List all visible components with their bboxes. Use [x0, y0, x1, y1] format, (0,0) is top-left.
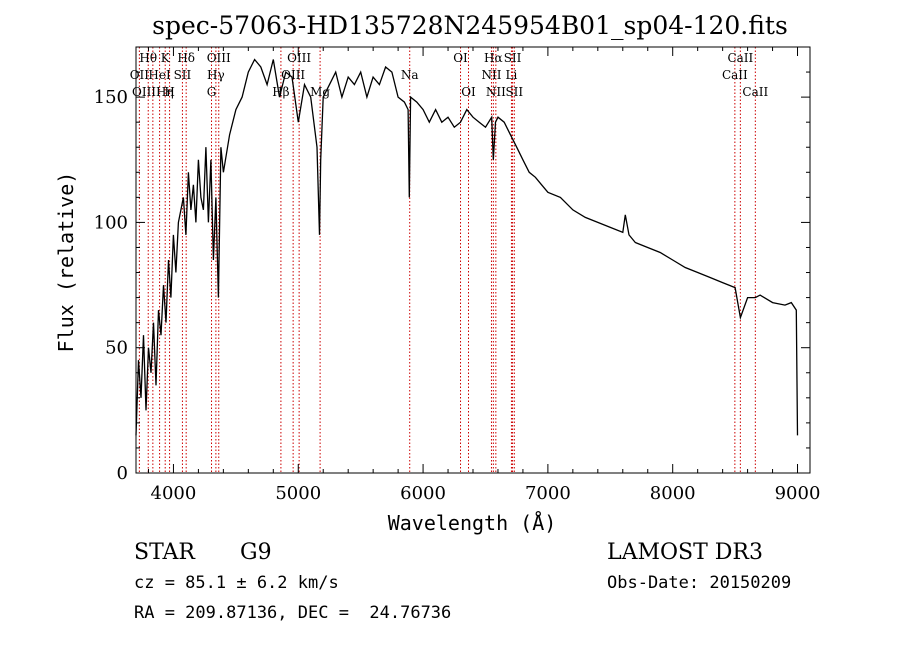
y-axis-label: Flux (relative) — [54, 172, 78, 353]
chart-title: spec-57063-HD135728N245954B01_sp04-120.f… — [152, 11, 788, 40]
line-marker-label: CaII — [742, 85, 768, 99]
y-tick-label: 150 — [94, 87, 128, 108]
x-tick-label: 4000 — [151, 483, 197, 504]
plot-frame — [135, 46, 811, 474]
coordinates: RA = 209.87136, DEC = 24.76736 — [134, 603, 452, 623]
line-marker-label: Hα — [484, 51, 503, 65]
object-subclass: G9 — [240, 540, 272, 565]
line-marker-label: HeI — [148, 68, 171, 82]
line-marker-label: K — [161, 51, 171, 65]
line-marker-label: Mg — [310, 85, 330, 99]
survey-name: LAMOST DR3 — [607, 540, 763, 565]
y-axis-ticks: 0 50 100 150 — [94, 71, 810, 484]
x-tick-label: 7000 — [525, 483, 571, 504]
x-tick-label: 8000 — [650, 483, 696, 504]
x-axis-label: Wavelength (Å) — [388, 511, 557, 535]
object-class: STAR — [134, 540, 195, 565]
line-marker-label: NII — [486, 85, 506, 99]
line-marker-label: Hδ — [177, 51, 195, 65]
line-marker-label: OI — [461, 85, 476, 99]
line-marker-label: Hθ — [139, 51, 157, 65]
line-marker-label: OIII — [281, 68, 305, 82]
x-tick-label: 6000 — [400, 483, 446, 504]
line-marker-label: OII — [130, 68, 150, 82]
x-axis-ticks: 4000 5000 6000 7000 8000 9000 — [147, 47, 821, 504]
redshift-value: cz = 85.1 ± 6.2 km/s — [134, 573, 339, 593]
line-marker-label: NII — [481, 68, 501, 82]
line-marker-label: OIIIHη — [132, 85, 174, 99]
y-tick-label: 0 — [117, 463, 128, 484]
observation-date: Obs-Date: 20150209 — [607, 573, 792, 593]
line-marker-label: SII — [174, 68, 192, 82]
line-marker-label: Hγ — [207, 68, 225, 82]
x-tick-label: 5000 — [275, 483, 321, 504]
line-marker-label: OIII — [207, 51, 231, 65]
line-marker-label: H — [164, 85, 174, 99]
line-marker-label: CaII — [722, 68, 748, 82]
line-marker-label: SII — [504, 51, 522, 65]
line-marker-label: CaII — [727, 51, 753, 65]
line-marker-label: OI — [453, 51, 468, 65]
y-tick-label: 100 — [94, 212, 128, 233]
line-marker-label: SII — [505, 85, 523, 99]
line-markers — [138, 47, 756, 473]
line-marker-label: OIII — [287, 51, 311, 65]
line-marker-label: G — [207, 85, 217, 99]
line-marker-label: Na — [401, 68, 419, 82]
spectrum-series-line — [135, 58, 799, 436]
x-tick-label: 9000 — [775, 483, 821, 504]
y-tick-label: 50 — [105, 338, 128, 359]
line-marker-label: Li — [506, 68, 518, 82]
